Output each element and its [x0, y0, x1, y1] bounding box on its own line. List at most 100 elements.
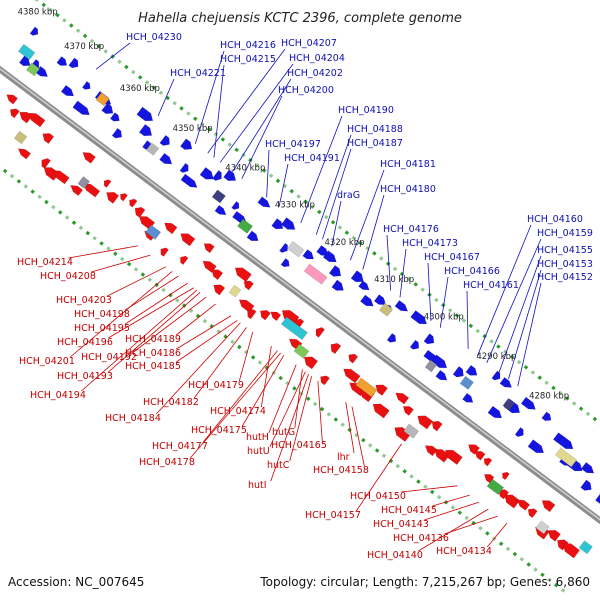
forward-gene: [350, 270, 364, 283]
forward-label-leader: [207, 48, 286, 154]
forward-gene: [180, 173, 198, 188]
ruler-dot: [578, 406, 584, 411]
reverse-label-leader: [125, 282, 188, 325]
forward-gene-label: HCH_04167: [424, 252, 480, 263]
forward-gene: [231, 201, 240, 210]
reverse-gene-label: HCH_04140: [367, 550, 423, 561]
forward-gene-label: HCH_04207: [281, 38, 337, 49]
ruler-dot: [498, 541, 504, 546]
reverse-label-leader: [81, 289, 198, 392]
forward-gene-label: HCH_04202: [287, 68, 343, 79]
ruler-dot: [372, 251, 377, 256]
reverse-label-leader: [91, 254, 151, 273]
reverse-gene-label: hutG: [272, 427, 295, 438]
kbp-label: 4340 kbp: [225, 163, 265, 173]
reverse-gene: [106, 191, 120, 204]
reverse-gene: [527, 508, 538, 519]
forward-label-leader: [278, 163, 289, 207]
forward-gene: [514, 427, 524, 438]
ruler-dot: [489, 339, 494, 344]
reverse-label-leader: [268, 364, 297, 434]
reverse-label-leader: [317, 380, 323, 442]
ruler-dot: [58, 210, 63, 215]
reverse-gene-label: HCH_04184: [105, 413, 161, 424]
ruler-dot: [381, 453, 387, 458]
label-leader-lines: [68, 42, 542, 552]
reverse-label-leader: [68, 245, 139, 259]
ruler-dot: [450, 505, 456, 510]
forward-label-leader: [517, 282, 542, 387]
reverse-gene: [372, 403, 390, 419]
reverse-label-leader: [70, 271, 173, 358]
ruler-dot: [55, 12, 60, 18]
ruler-dot: [268, 173, 274, 178]
reverse-label-leader: [351, 406, 365, 467]
ruler-dot: [234, 147, 239, 153]
reverse-gene: [70, 184, 84, 197]
forward-gene-label: HCH_04153: [537, 259, 593, 270]
forward-gene: [491, 370, 501, 381]
ruler-dot: [120, 256, 125, 262]
reverse-gene-label: lhr: [337, 452, 350, 463]
forward-gene-label: HCH_04181: [380, 159, 436, 170]
forward-gene: [72, 100, 90, 116]
reverse-label-leader: [269, 371, 306, 448]
forward-label-leader: [300, 115, 343, 224]
ruler-dot: [571, 401, 577, 406]
gene-features: [6, 26, 600, 559]
ruler-dot: [585, 411, 591, 417]
ruler-dot: [337, 225, 343, 230]
reverse-gene: [547, 530, 561, 542]
forward-gene-label: HCH_04191: [284, 153, 340, 164]
reverse-gene: [315, 327, 325, 338]
ruler-dot: [117, 59, 122, 65]
ruler-dot: [133, 267, 139, 272]
reverse-gene: [180, 255, 189, 265]
reverse-label-leader: [193, 327, 247, 399]
reverse-gene: [417, 415, 434, 430]
reverse-gene: [203, 243, 215, 254]
ruler-dot: [257, 360, 263, 365]
ruler-dot: [464, 515, 469, 521]
ruler-dot: [158, 90, 164, 96]
forward-gene: [556, 434, 574, 450]
reverse-label-leader: [270, 373, 309, 482]
reverse-gene: [343, 368, 361, 384]
ruler-dot: [261, 168, 267, 173]
reverse-gene-label: HCH_04178: [139, 457, 195, 468]
reverse-label-leader: [355, 443, 402, 512]
forward-gene: [465, 364, 478, 376]
reverse-gene: [541, 500, 556, 513]
reverse-gene-label: HCH_04189: [125, 334, 181, 345]
ruler-dot: [289, 188, 294, 194]
forward-gene: [180, 138, 193, 150]
ruler-dot: [124, 64, 129, 70]
ruler-dot: [179, 106, 184, 111]
ruler-dot: [202, 318, 208, 324]
forward-gene-label: HCH_04176: [383, 224, 439, 235]
ruler-dot: [512, 551, 518, 557]
reverse-gene-label: HCH_04145: [381, 505, 437, 516]
ruler-dot: [103, 49, 108, 54]
ruler-dot: [296, 194, 301, 199]
ruler-dot: [106, 246, 111, 251]
forward-gene: [280, 258, 290, 268]
reverse-gene: [557, 539, 569, 551]
reverse-gene-label: HCH_04150: [350, 491, 406, 502]
kbp-label: 4360 kbp: [120, 84, 160, 94]
ruler-dot: [292, 386, 297, 391]
forward-gene: [257, 196, 271, 208]
ruler-dot: [16, 179, 22, 184]
reverse-gene: [483, 457, 493, 467]
forward-gene: [136, 106, 154, 122]
forward-gene: [580, 479, 592, 491]
ruler-dot: [395, 463, 401, 469]
reverse-label-leader: [418, 508, 489, 552]
ruler-dot: [161, 287, 166, 293]
reverse-gene: [431, 420, 443, 432]
kbp-label: 4370 kbp: [64, 42, 104, 52]
forward-gene-label: HCH_04155: [537, 245, 593, 256]
ruler-dot: [413, 282, 418, 287]
